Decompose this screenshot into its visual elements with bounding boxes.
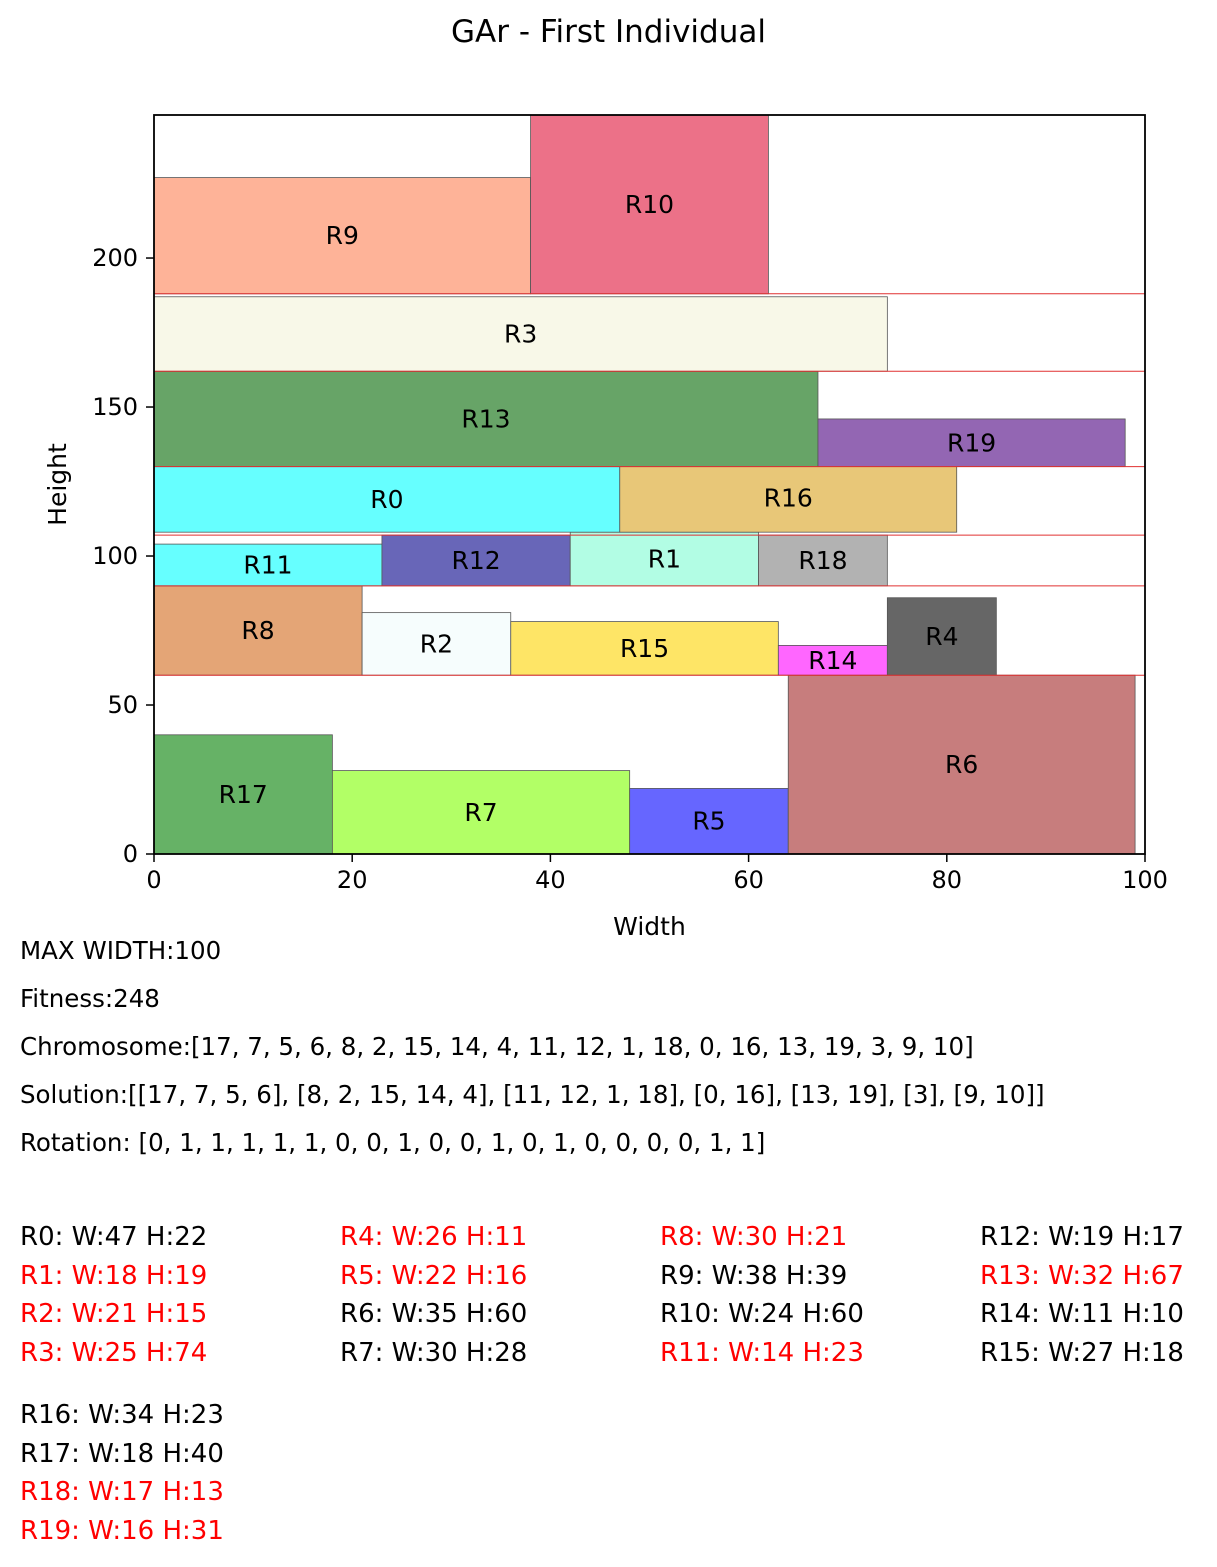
solution-text: Solution:[[17, 7, 5, 6], [8, 2, 15, 14, … xyxy=(20,1080,1045,1109)
x-tick-label: 60 xyxy=(733,866,764,894)
y-tick-label: 200 xyxy=(92,244,138,272)
rect-r17 xyxy=(153,734,333,855)
dimension-item: R9: W:38 H:39 xyxy=(660,1260,848,1291)
dimension-item: R5: W:22 H:16 xyxy=(340,1260,528,1291)
dimension-item: R11: W:14 H:23 xyxy=(660,1337,864,1368)
rect-r4 xyxy=(886,597,997,676)
dimension-item: R1: W:18 H:19 xyxy=(20,1260,208,1291)
dimension-item: R12: W:19 H:17 xyxy=(980,1222,1184,1252)
y-tick-label: 150 xyxy=(92,393,138,421)
rect-label-r14: R14 xyxy=(808,646,857,675)
dimension-item: R13: W:32 H:67 xyxy=(980,1260,1184,1291)
rect-r7 xyxy=(331,770,631,855)
rect-label-r5: R5 xyxy=(692,807,725,836)
x-tick-label: 0 xyxy=(146,866,161,894)
dimension-item: R6: W:35 H:60 xyxy=(340,1299,528,1329)
rect-r5 xyxy=(629,788,789,855)
dimension-item: R15: W:27 H:18 xyxy=(980,1337,1184,1368)
rect-label-r8: R8 xyxy=(241,616,274,645)
rect-label-r13: R13 xyxy=(461,404,510,433)
dimension-item: R4: W:26 H:11 xyxy=(340,1222,528,1252)
x-tick-label: 100 xyxy=(1122,866,1168,894)
rotation-text: Rotation: [0, 1, 1, 1, 1, 1, 0, 0, 1, 0,… xyxy=(20,1128,766,1157)
dimension-item: R14: W:11 H:10 xyxy=(980,1299,1184,1329)
x-tick-label: 20 xyxy=(337,866,368,894)
rect-label-r16: R16 xyxy=(764,483,813,512)
rect-r0 xyxy=(153,466,621,533)
packing-chart: R17 R7 R5 R6 R8 R2 R15 R14 R4 R11 R12 R1 R18 R0 R16 R13… xyxy=(43,114,1168,941)
rect-r19 xyxy=(817,418,1126,468)
rect-label-r15: R15 xyxy=(620,634,669,663)
rect-label-r17: R17 xyxy=(219,780,268,809)
dimension-item: R18: W:17 H:13 xyxy=(20,1477,224,1507)
dimension-item: R7: W:30 H:28 xyxy=(340,1337,528,1368)
rect-r13 xyxy=(153,370,819,468)
y-tick-label: 100 xyxy=(92,542,138,570)
x-tick-label: 40 xyxy=(535,866,566,894)
rect-r14 xyxy=(777,645,888,676)
chromosome-text: Chromosome:[17, 7, 5, 6, 8, 2, 15, 14, 4… xyxy=(20,1032,974,1061)
rect-label-r1: R1 xyxy=(648,544,681,573)
rect-label-r2: R2 xyxy=(420,629,453,658)
rect-r3 xyxy=(153,296,888,372)
chart-title: GAr - First Individual xyxy=(451,14,766,50)
dimension-item: R8: W:30 H:21 xyxy=(660,1222,848,1252)
rect-label-r18: R18 xyxy=(798,546,847,575)
fitness-text: Fitness:248 xyxy=(20,984,160,1013)
dimension-item: R19: W:16 H:31 xyxy=(20,1515,224,1546)
y-tick-label: 50 xyxy=(107,691,138,719)
dimension-item: R17: W:18 H:40 xyxy=(20,1438,224,1469)
rect-label-r0: R0 xyxy=(370,485,403,514)
rect-r15 xyxy=(510,621,779,676)
y-axis-label: Height xyxy=(43,443,72,526)
rect-label-r10: R10 xyxy=(625,190,674,219)
y-tick-label: 0 xyxy=(123,840,138,868)
rect-r9 xyxy=(153,177,531,295)
rect-label-r4: R4 xyxy=(925,622,958,651)
rect-r16 xyxy=(619,463,958,533)
rect-label-r9: R9 xyxy=(326,221,359,250)
rect-r11 xyxy=(153,543,383,587)
rect-label-r7: R7 xyxy=(464,798,497,827)
rect-r1 xyxy=(569,531,759,587)
rect-r6 xyxy=(787,674,1136,855)
rect-label-r12: R12 xyxy=(451,546,500,575)
dimension-item: R16: W:34 H:23 xyxy=(20,1400,224,1430)
rect-label-r11: R11 xyxy=(243,550,292,579)
axes-frame xyxy=(153,114,1146,855)
x-tick-label: 80 xyxy=(932,866,963,894)
dimension-item: R3: W:25 H:74 xyxy=(20,1337,208,1368)
x-axis-label: Width xyxy=(613,912,686,941)
dimension-item: R10: W:24 H:60 xyxy=(660,1299,864,1329)
dimension-item: R0: W:47 H:22 xyxy=(20,1222,208,1252)
rect-r18 xyxy=(758,534,888,587)
rect-label-r19: R19 xyxy=(947,428,996,457)
rect-label-r3: R3 xyxy=(504,320,537,349)
rect-label-r6: R6 xyxy=(945,750,978,779)
dimension-item: R2: W:21 H:15 xyxy=(20,1299,208,1329)
rect-r10 xyxy=(530,114,769,295)
max-width-text: MAX WIDTH:100 xyxy=(20,936,222,965)
